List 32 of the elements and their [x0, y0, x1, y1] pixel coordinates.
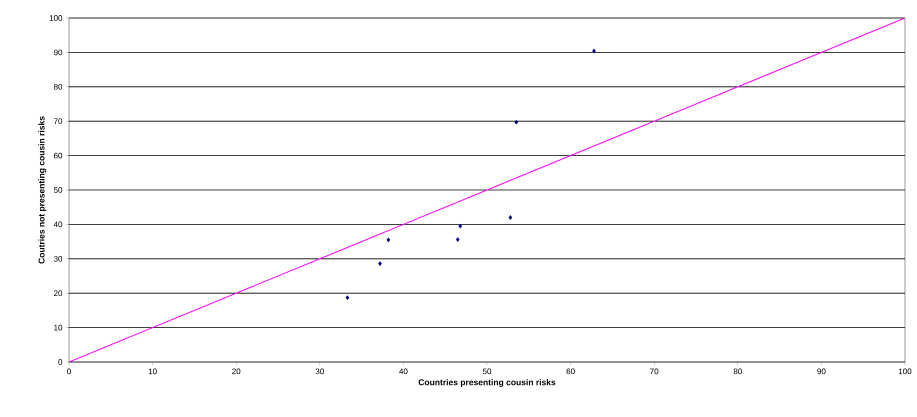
y-tick-label: 30: [54, 256, 62, 262]
y-tick-label: 50: [54, 187, 62, 193]
point: [592, 48, 596, 54]
y-tick-label: 10: [54, 324, 62, 330]
point: [378, 261, 382, 266]
y-tick-label: 40: [54, 222, 62, 228]
x-tick-label: 50: [482, 368, 492, 374]
x-tick-label: 10: [148, 368, 157, 374]
x-tick-label: 30: [316, 368, 324, 374]
point: [386, 237, 390, 242]
y-axis-title: Coutries not presenting cousin risks: [38, 116, 46, 264]
x-tick-label: 40: [399, 368, 408, 374]
y-tick-label: 90: [54, 50, 62, 56]
x-tick-label: 60: [566, 368, 575, 374]
y-tick-label: 0: [58, 359, 62, 365]
x-tick-label: 70: [650, 368, 658, 374]
x-tick-label: 80: [734, 368, 742, 374]
point: [346, 295, 350, 300]
point: [458, 224, 462, 229]
point: [514, 120, 518, 125]
y-tick-label: 70: [54, 118, 62, 124]
x-tick-label: 20: [232, 368, 240, 374]
x-tick-label: 90: [817, 368, 826, 374]
y-tick-label: 60: [54, 152, 62, 158]
x-tick-label: 100: [898, 368, 912, 374]
x-axis-title: Countries presenting cousin risks: [418, 379, 556, 388]
x-tick-label: 0: [67, 368, 71, 374]
y-tick-label: 80: [54, 84, 62, 90]
y-tick-label: 100: [50, 15, 62, 21]
point: [456, 237, 460, 242]
y-tick-label: 20: [54, 290, 62, 296]
point: [508, 215, 512, 220]
